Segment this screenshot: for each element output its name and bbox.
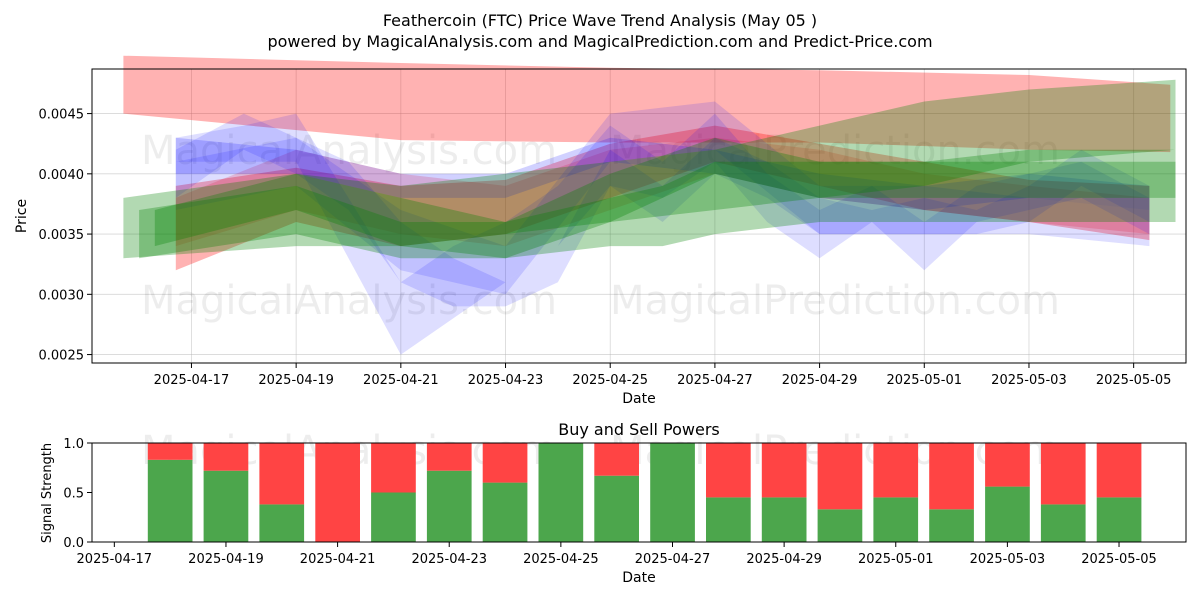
price-y-tick-label: 0.0035 [39, 228, 85, 243]
buy-power-bar [929, 509, 974, 542]
blue-wave-band [175, 137, 1150, 210]
price-x-tick-label: 2025-05-03 [991, 373, 1067, 388]
price-x-tick-label: 2025-04-27 [677, 373, 753, 388]
chart-title-line2: powered by MagicalAnalysis.com and Magic… [267, 32, 932, 51]
sell-power-bar [426, 443, 472, 471]
green-wave-band [154, 137, 1176, 259]
price-y-tick-label: 0.0025 [39, 349, 85, 364]
buy-power-bar [594, 475, 639, 542]
sell-power-bar [203, 443, 249, 471]
price-x-tick-label: 2025-04-23 [468, 373, 544, 388]
red-wave-band [175, 137, 1150, 247]
sell-power-bar [817, 443, 863, 510]
buy-power-bar [371, 492, 416, 542]
buy-power-bar [873, 497, 919, 542]
sell-power-bar [1040, 443, 1086, 505]
buy-power-bar [985, 486, 1030, 542]
price-axes: 2025-04-17 2025-04-19 2025-04-21 2025-04-23… [39, 108, 1172, 388]
signal-y-tick-label: 0.5 [63, 487, 84, 502]
signal-x-tick-label: 2025-04-17 [77, 552, 153, 567]
price-y-tick-label: 0.0030 [39, 288, 85, 303]
signal-axes: 2025-04-17 2025-04-19 2025-04-21 2025-04-23… [63, 437, 1156, 567]
signal-x-tick-label: 2025-04-19 [188, 552, 264, 567]
signal-x-tick-label: 2025-05-05 [1081, 552, 1157, 567]
signal-x-tick-label: 2025-05-01 [858, 552, 934, 567]
buy-power-bar [650, 443, 695, 542]
signal-x-tick-label: 2025-04-27 [635, 552, 711, 567]
price-plot-frame [91, 68, 1187, 364]
signal-x-tick-label: 2025-04-21 [300, 552, 376, 567]
price-x-label: Date [622, 391, 655, 407]
sell-power-bar [985, 443, 1030, 487]
red-wave-band [175, 125, 1150, 271]
signal-x-tick-label: 2025-05-03 [970, 552, 1046, 567]
price-x-tick-label: 2025-05-05 [1096, 373, 1172, 388]
price-x-tick-label: 2025-04-19 [258, 373, 334, 388]
sell-power-bar [482, 443, 528, 483]
buy-power-bar [761, 497, 807, 542]
watermark-text: MagicalPrediction.com [610, 128, 1060, 174]
price-watermarks: MagicalAnalysis.com MagicalPrediction.com… [141, 128, 1060, 324]
buy-power-bar [1040, 504, 1086, 542]
sell-power-bar [147, 443, 193, 460]
price-grid [92, 69, 1186, 363]
price-x-tick-label: 2025-04-25 [572, 373, 648, 388]
watermark-text: MagicalPrediction.com [610, 278, 1060, 324]
red-wave-band [123, 55, 1171, 153]
price-y-tick-label: 0.0040 [39, 168, 85, 183]
signal-y-tick-label: 1.0 [63, 437, 84, 452]
sell-power-bar [371, 443, 416, 493]
green-wave-band [139, 149, 1176, 259]
sell-power-bar [1096, 443, 1142, 498]
sell-power-bar [259, 443, 305, 505]
buy-power-bar [538, 443, 584, 542]
price-y-label: Price [14, 199, 30, 233]
signal-x-tick-label: 2025-04-25 [523, 552, 599, 567]
price-x-tick-label: 2025-04-21 [363, 373, 439, 388]
price-y-tick-label: 0.0045 [39, 108, 85, 123]
buy-power-bar [1096, 497, 1142, 542]
sell-power-bar [706, 443, 751, 498]
watermark-text: MagicalAnalysis.com [141, 128, 557, 174]
signal-x-tick-label: 2025-04-23 [411, 552, 487, 567]
chart-title-line1: Feathercoin (FTC) Price Wave Trend Analy… [383, 11, 817, 30]
price-bands [123, 55, 1176, 355]
signal-chart-title: Buy and Sell Powers [558, 420, 720, 439]
buy-power-bar [482, 482, 528, 542]
buy-power-bar [817, 509, 863, 542]
watermark-text: MagicalAnalysis.com [141, 278, 557, 324]
buy-power-bar [426, 470, 472, 542]
sell-power-bar [929, 443, 974, 510]
price-x-tick-label: 2025-04-17 [154, 373, 230, 388]
green-wave-band [123, 79, 1176, 259]
signal-y-label: Signal Strength [40, 443, 55, 543]
price-x-tick-label: 2025-04-29 [782, 373, 858, 388]
signal-y-tick-label: 0.0 [63, 536, 84, 551]
signal-x-tick-label: 2025-04-29 [746, 552, 822, 567]
buy-power-bar [706, 497, 751, 542]
price-x-tick-label: 2025-05-01 [886, 373, 962, 388]
sell-power-bar [315, 443, 360, 542]
signal-x-label: Date [622, 570, 655, 586]
sell-power-bar [594, 443, 639, 476]
buy-power-bar [147, 459, 193, 542]
blue-wave-band [175, 113, 1150, 355]
sell-power-bar [873, 443, 919, 498]
blue-wave-band [175, 113, 1150, 307]
blue-wave-band [175, 101, 1150, 295]
buy-power-bar [259, 504, 305, 542]
sell-power-bar [761, 443, 807, 498]
signal-bars [147, 443, 1142, 542]
buy-power-bar [203, 470, 249, 542]
